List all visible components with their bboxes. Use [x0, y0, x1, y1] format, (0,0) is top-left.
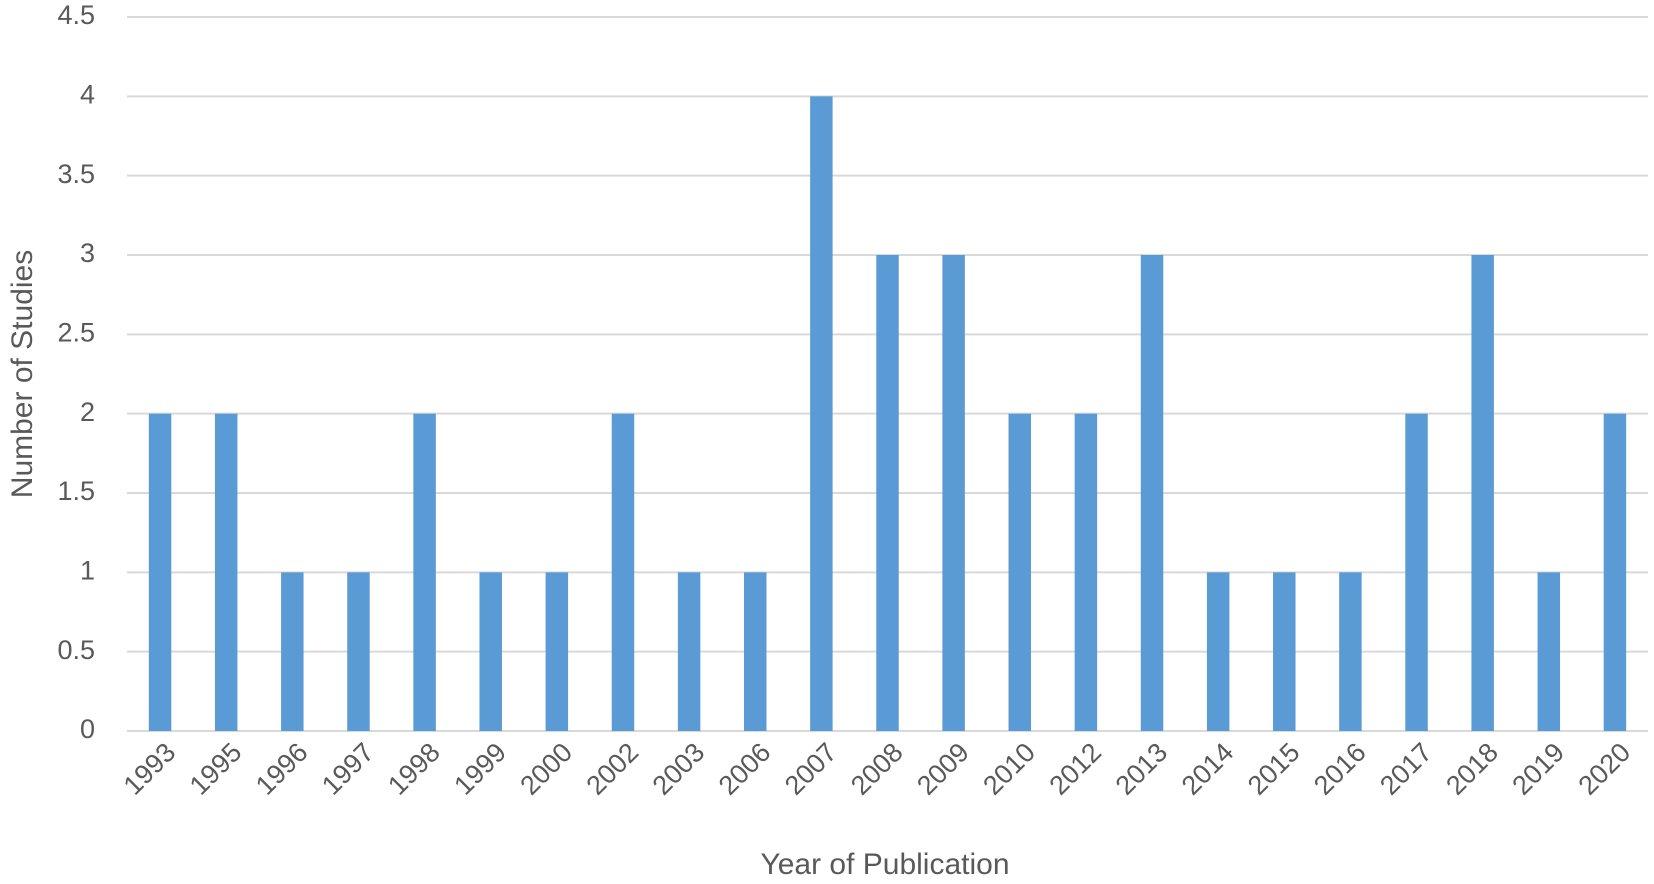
bar [281, 572, 304, 731]
y-tick-label: 0 [80, 714, 95, 744]
y-tick-label: 4 [80, 79, 95, 109]
x-tick-label: 2003 [647, 737, 711, 801]
x-tick-label: 2017 [1374, 737, 1438, 801]
y-tick-label: 2 [80, 397, 95, 427]
x-tick-label: 2013 [1110, 737, 1174, 801]
x-tick-label: 1995 [184, 737, 248, 801]
bar [1339, 572, 1362, 731]
bar [810, 96, 833, 732]
x-tick-label: 2002 [581, 737, 645, 801]
bar [545, 572, 569, 731]
x-axis-title: Year of Publication [760, 848, 1009, 881]
bar [1140, 255, 1164, 731]
bar [1206, 572, 1230, 731]
y-tick-label: 2.5 [57, 317, 95, 347]
x-tick-label: 2009 [911, 737, 975, 801]
x-tick-label: 2019 [1506, 737, 1570, 801]
bar [743, 572, 767, 731]
x-tick-label: 2018 [1440, 737, 1504, 801]
bar [1405, 413, 1428, 731]
x-tick-label: 1993 [118, 737, 182, 801]
x-tick-label: 1997 [316, 737, 380, 801]
bar [347, 572, 370, 731]
y-tick-label: 3.5 [57, 159, 95, 189]
x-tick-label: 2000 [514, 737, 578, 801]
bar [1074, 413, 1098, 731]
bar [1471, 255, 1494, 731]
bar [1603, 413, 1627, 731]
y-tick-label: 3 [80, 238, 95, 268]
bar [148, 413, 172, 731]
y-axis-title: Number of Studies [6, 250, 39, 498]
x-tick-label: 2020 [1573, 737, 1637, 801]
x-tick-label: 2012 [1043, 737, 1107, 801]
x-tick-label: 2008 [845, 737, 909, 801]
bar [611, 413, 635, 731]
bar [413, 413, 436, 731]
x-tick-label: 2016 [1308, 737, 1372, 801]
bar [876, 255, 899, 731]
x-tick-label: 2014 [1176, 737, 1240, 801]
x-tick-label: 1998 [382, 737, 446, 801]
x-tick-label: 1999 [448, 737, 512, 801]
bar [214, 413, 238, 731]
x-tick-label: 2015 [1242, 737, 1306, 801]
x-tick-label: 2010 [977, 737, 1041, 801]
x-tick-label: 1996 [250, 737, 314, 801]
x-tick-label: 2007 [779, 737, 843, 801]
bar [677, 572, 701, 731]
y-tick-label: 0.5 [57, 635, 95, 665]
y-tick-label: 1.5 [57, 476, 95, 506]
y-tick-label: 1 [80, 555, 95, 585]
bar [942, 255, 965, 731]
bar [1008, 413, 1032, 731]
bar [1537, 572, 1561, 731]
bar [1273, 572, 1296, 731]
bar [479, 572, 502, 731]
x-tick-label: 2006 [713, 737, 777, 801]
y-tick-label: 4.5 [57, 0, 95, 30]
